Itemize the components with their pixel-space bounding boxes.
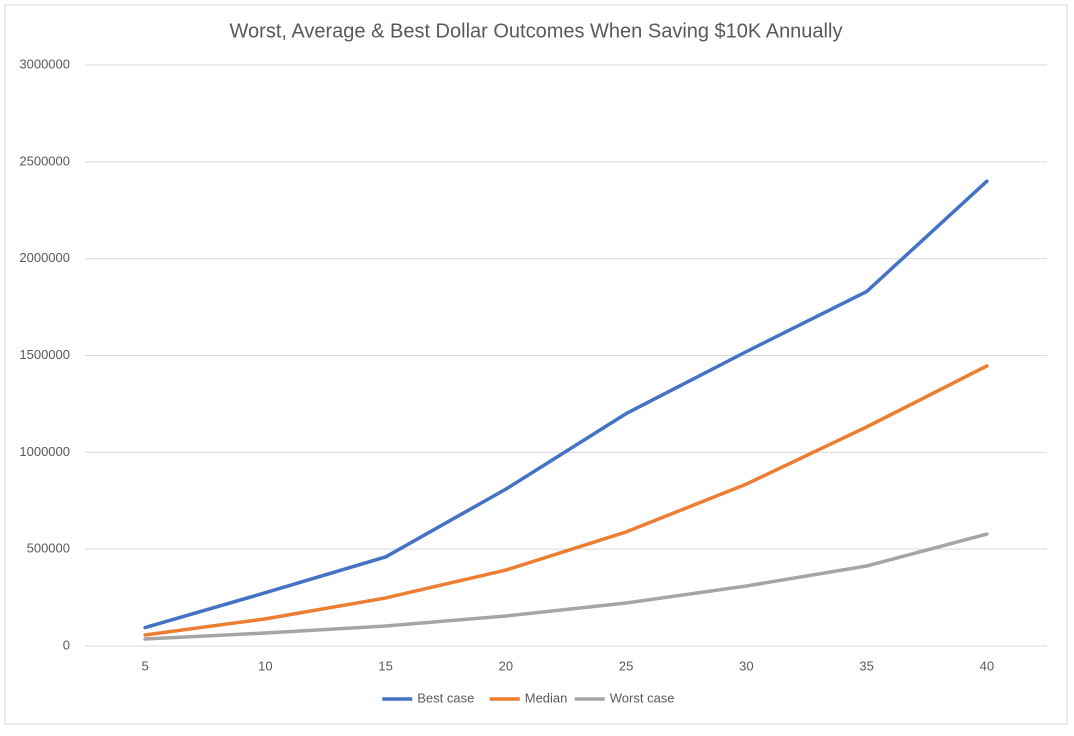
y-tick-label: 1500000 (19, 347, 70, 362)
chart-border (4, 4, 1068, 725)
x-tick-label: 10 (258, 658, 272, 673)
x-tick-label: 40 (980, 658, 994, 673)
x-tick-label: 25 (619, 658, 633, 673)
x-tick-label: 35 (859, 658, 873, 673)
y-tick-label: 500000 (27, 541, 70, 556)
y-tick-label: 3000000 (19, 56, 70, 71)
chart-title: Worst, Average & Best Dollar Outcomes Wh… (230, 20, 843, 42)
legend-label: Worst case (610, 690, 675, 705)
y-tick-label: 2500000 (19, 153, 70, 168)
series-line (143, 532, 989, 641)
y-tick-label: 1000000 (19, 444, 70, 459)
series-line (143, 364, 989, 637)
x-tick-label: 15 (378, 658, 392, 673)
legend-label: Best case (417, 690, 474, 705)
series-line (143, 179, 989, 630)
x-tick-label: 20 (499, 658, 513, 673)
legend-label: Median (525, 690, 568, 705)
x-tick-label: 30 (739, 658, 753, 673)
x-tick-label: 5 (142, 658, 149, 673)
y-tick-label: 2000000 (19, 250, 70, 265)
y-tick-label: 0 (63, 637, 70, 652)
